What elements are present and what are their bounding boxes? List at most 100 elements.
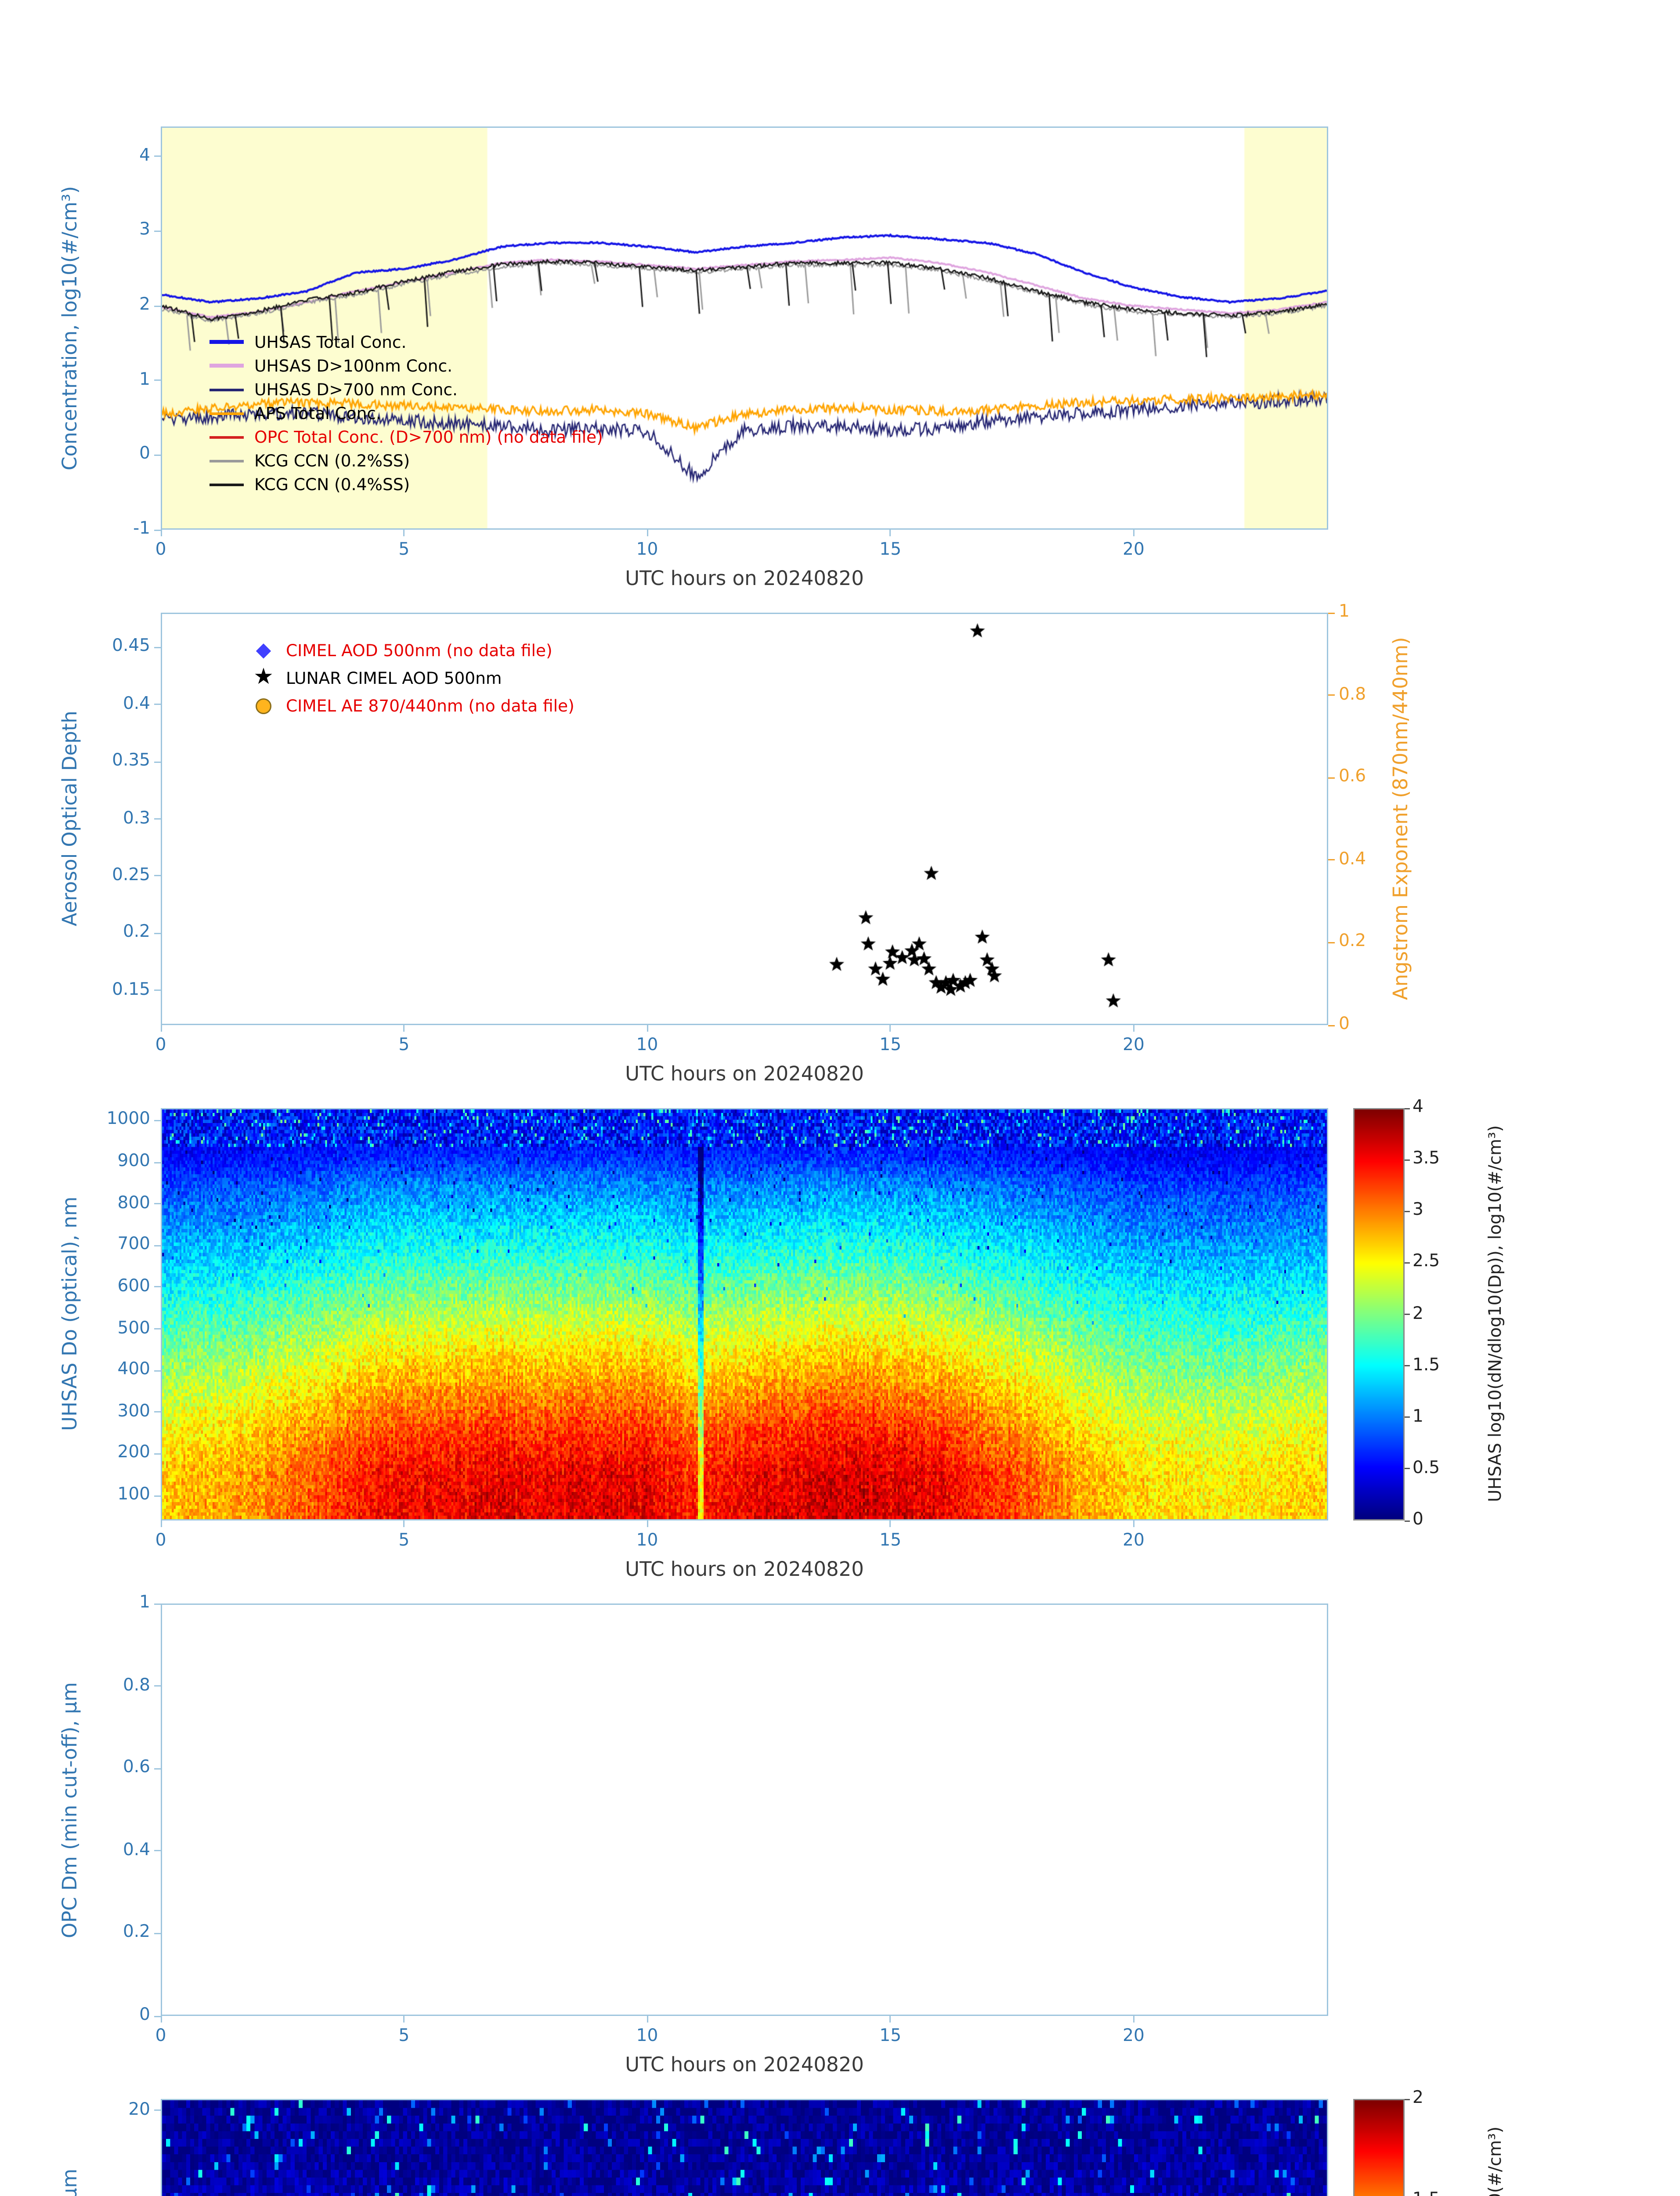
y-tick-mark <box>154 1685 161 1687</box>
panel-aps-size-heatmap: APS Da (aerodynamic), µm APS log10(dN/dl… <box>0 2088 1680 2196</box>
right-tick-label: 0.6 <box>1339 767 1366 787</box>
legend-item: ★ LUNAR CIMEL AOD 500nm <box>252 666 574 689</box>
legend-item: UHSAS Total Conc. <box>210 332 603 352</box>
aod-plot-area: ◆ CIMEL AOD 500nm (no data file) ★ LUNAR CI… <box>161 613 1328 1025</box>
uhsas-heatmap-canvas <box>162 1109 1327 1519</box>
x-tick-mark <box>889 2016 891 2023</box>
y-tick-mark <box>154 454 161 456</box>
colorbar-tick-mark <box>1405 1262 1410 1264</box>
colorbar-tick-label: 0.5 <box>1413 1458 1440 1478</box>
colorbar-tick-mark <box>1405 1107 1410 1109</box>
y-tick-label: 0.4 <box>123 1840 150 1860</box>
y-tick-mark <box>154 305 161 307</box>
y-tick-label: -1 <box>133 519 150 539</box>
y-tick-mark <box>154 1495 161 1496</box>
y-tick-mark <box>154 1161 161 1163</box>
y-tick-mark <box>154 1328 161 1330</box>
right-tick-mark <box>1328 1024 1335 1026</box>
y-tick-mark <box>154 1850 161 1852</box>
y-tick-mark <box>154 761 161 762</box>
y-tick-mark <box>154 932 161 934</box>
panel-uhsas-size-heatmap: UHSAS Do (optical), nm UHSAS log10(dN/dl… <box>0 1098 1680 1581</box>
y-tick-label: 1000 <box>106 1110 150 1130</box>
x-tick-mark <box>889 530 891 536</box>
legend-item-label: CIMEL AOD 500nm (no data file) <box>286 640 553 660</box>
y-tick-mark <box>154 818 161 820</box>
y-tick-label: 300 <box>117 1401 150 1422</box>
colorbar-tick-mark <box>1405 1314 1410 1315</box>
x-tick-label: 10 <box>636 1531 658 1551</box>
x-tick-mark <box>1133 1521 1134 1527</box>
x-tick-label: 0 <box>155 2026 166 2046</box>
x-tick-label: 15 <box>879 540 902 560</box>
panel-aod-scatter: Aerosol Optical Depth Angstrom Exponent … <box>0 602 1680 1086</box>
colorbar-tick-label: 4 <box>1413 1098 1423 1117</box>
y-tick-mark <box>154 155 161 157</box>
x-tick-label: 10 <box>636 540 658 560</box>
x-tick-mark <box>403 1521 405 1527</box>
x-tick-label: 5 <box>398 540 410 560</box>
y-tick-label: 500 <box>117 1318 150 1338</box>
aps-heatmap-canvas <box>162 2100 1327 2196</box>
colorbar-tick-mark <box>1405 1210 1410 1212</box>
y-tick-mark <box>154 230 161 232</box>
x-tick-label: 20 <box>1123 540 1145 560</box>
aps-colorbar-gradient <box>1355 2100 1403 2196</box>
y-tick-mark <box>154 646 161 648</box>
y-tick-mark <box>154 704 161 705</box>
x-tick-label: 0 <box>155 1531 166 1551</box>
colorbar-tick-mark <box>1405 1416 1410 1418</box>
y-tick-label: 900 <box>117 1152 150 1172</box>
legend-item: UHSAS D>700 nm Conc. <box>210 379 603 399</box>
y-tick-label: 0.35 <box>112 751 150 771</box>
legend-item-label: APS Total Conc. <box>254 403 381 423</box>
colorbar-tick-label: 0 <box>1413 1510 1423 1530</box>
y-tick-mark <box>154 875 161 877</box>
x-tick-mark <box>403 2016 405 2023</box>
colorbar-tick-label: 3.5 <box>1413 1149 1440 1169</box>
legend-item: KCG CCN (0.2%SS) <box>210 451 603 470</box>
x-tick-mark <box>646 1025 648 1032</box>
legend-item: OPC Total Conc. (D>700 nm) (no data file… <box>210 427 603 447</box>
right-tick-label: 1 <box>1339 602 1350 622</box>
right-tick-mark <box>1328 859 1335 861</box>
legend-item-label: UHSAS Total Conc. <box>254 332 407 352</box>
colorbar-tick-label: 1 <box>1413 1407 1423 1427</box>
x-tick-label: 5 <box>398 2026 410 2046</box>
y-tick-mark <box>154 1203 161 1205</box>
legend-item-label: KCG CCN (0.4%SS) <box>254 474 410 494</box>
opc-y-axis-label: OPC Dm (min cut-off), µm <box>58 1682 82 1938</box>
y-tick-label: 100 <box>117 1485 150 1505</box>
aps-colorbar-label: APS log10(dN/dlog10(Dp)), log10(#/cm³) <box>1486 2099 1506 2196</box>
y-tick-mark <box>154 1603 161 1604</box>
x-tick-label: 5 <box>398 1531 410 1551</box>
legend-line-swatch <box>210 459 244 462</box>
legend-item: KCG CCN (0.4%SS) <box>210 474 603 494</box>
x-tick-label: 15 <box>879 1531 902 1551</box>
aod-y-axis-label: Aerosol Optical Depth <box>58 711 82 927</box>
uhsas-heatmap-area <box>161 1108 1328 1521</box>
y-tick-label: 3 <box>139 220 150 240</box>
x-tick-mark <box>160 1521 162 1527</box>
aod-x-axis-label: UTC hours on 20240820 <box>625 1062 864 1086</box>
x-tick-label: 20 <box>1123 2026 1145 2046</box>
x-tick-mark <box>889 1521 891 1527</box>
y-tick-mark <box>154 1286 161 1288</box>
y-tick-label: 800 <box>117 1193 150 1214</box>
x-tick-label: 5 <box>398 1036 410 1055</box>
colorbar-tick-label: 1.5 <box>1413 2188 1473 2196</box>
x-tick-label: 10 <box>636 1036 658 1055</box>
x-tick-label: 0 <box>155 540 166 560</box>
y-tick-mark <box>154 1768 161 1770</box>
y-tick-label: 1 <box>139 1593 150 1613</box>
right-tick-label: 0.8 <box>1339 684 1366 704</box>
y-tick-label: 0.2 <box>123 923 150 943</box>
legend-item-label: LUNAR CIMEL AOD 500nm <box>286 668 502 688</box>
y-tick-label: 0 <box>139 444 150 464</box>
x-tick-label: 10 <box>636 2026 658 2046</box>
y-tick-mark <box>154 1120 161 1121</box>
y-tick-label: 0.45 <box>112 636 150 657</box>
colorbar-tick-mark <box>1405 1520 1410 1521</box>
legend-item-label: CIMEL AE 870/440nm (no data file) <box>286 696 574 715</box>
